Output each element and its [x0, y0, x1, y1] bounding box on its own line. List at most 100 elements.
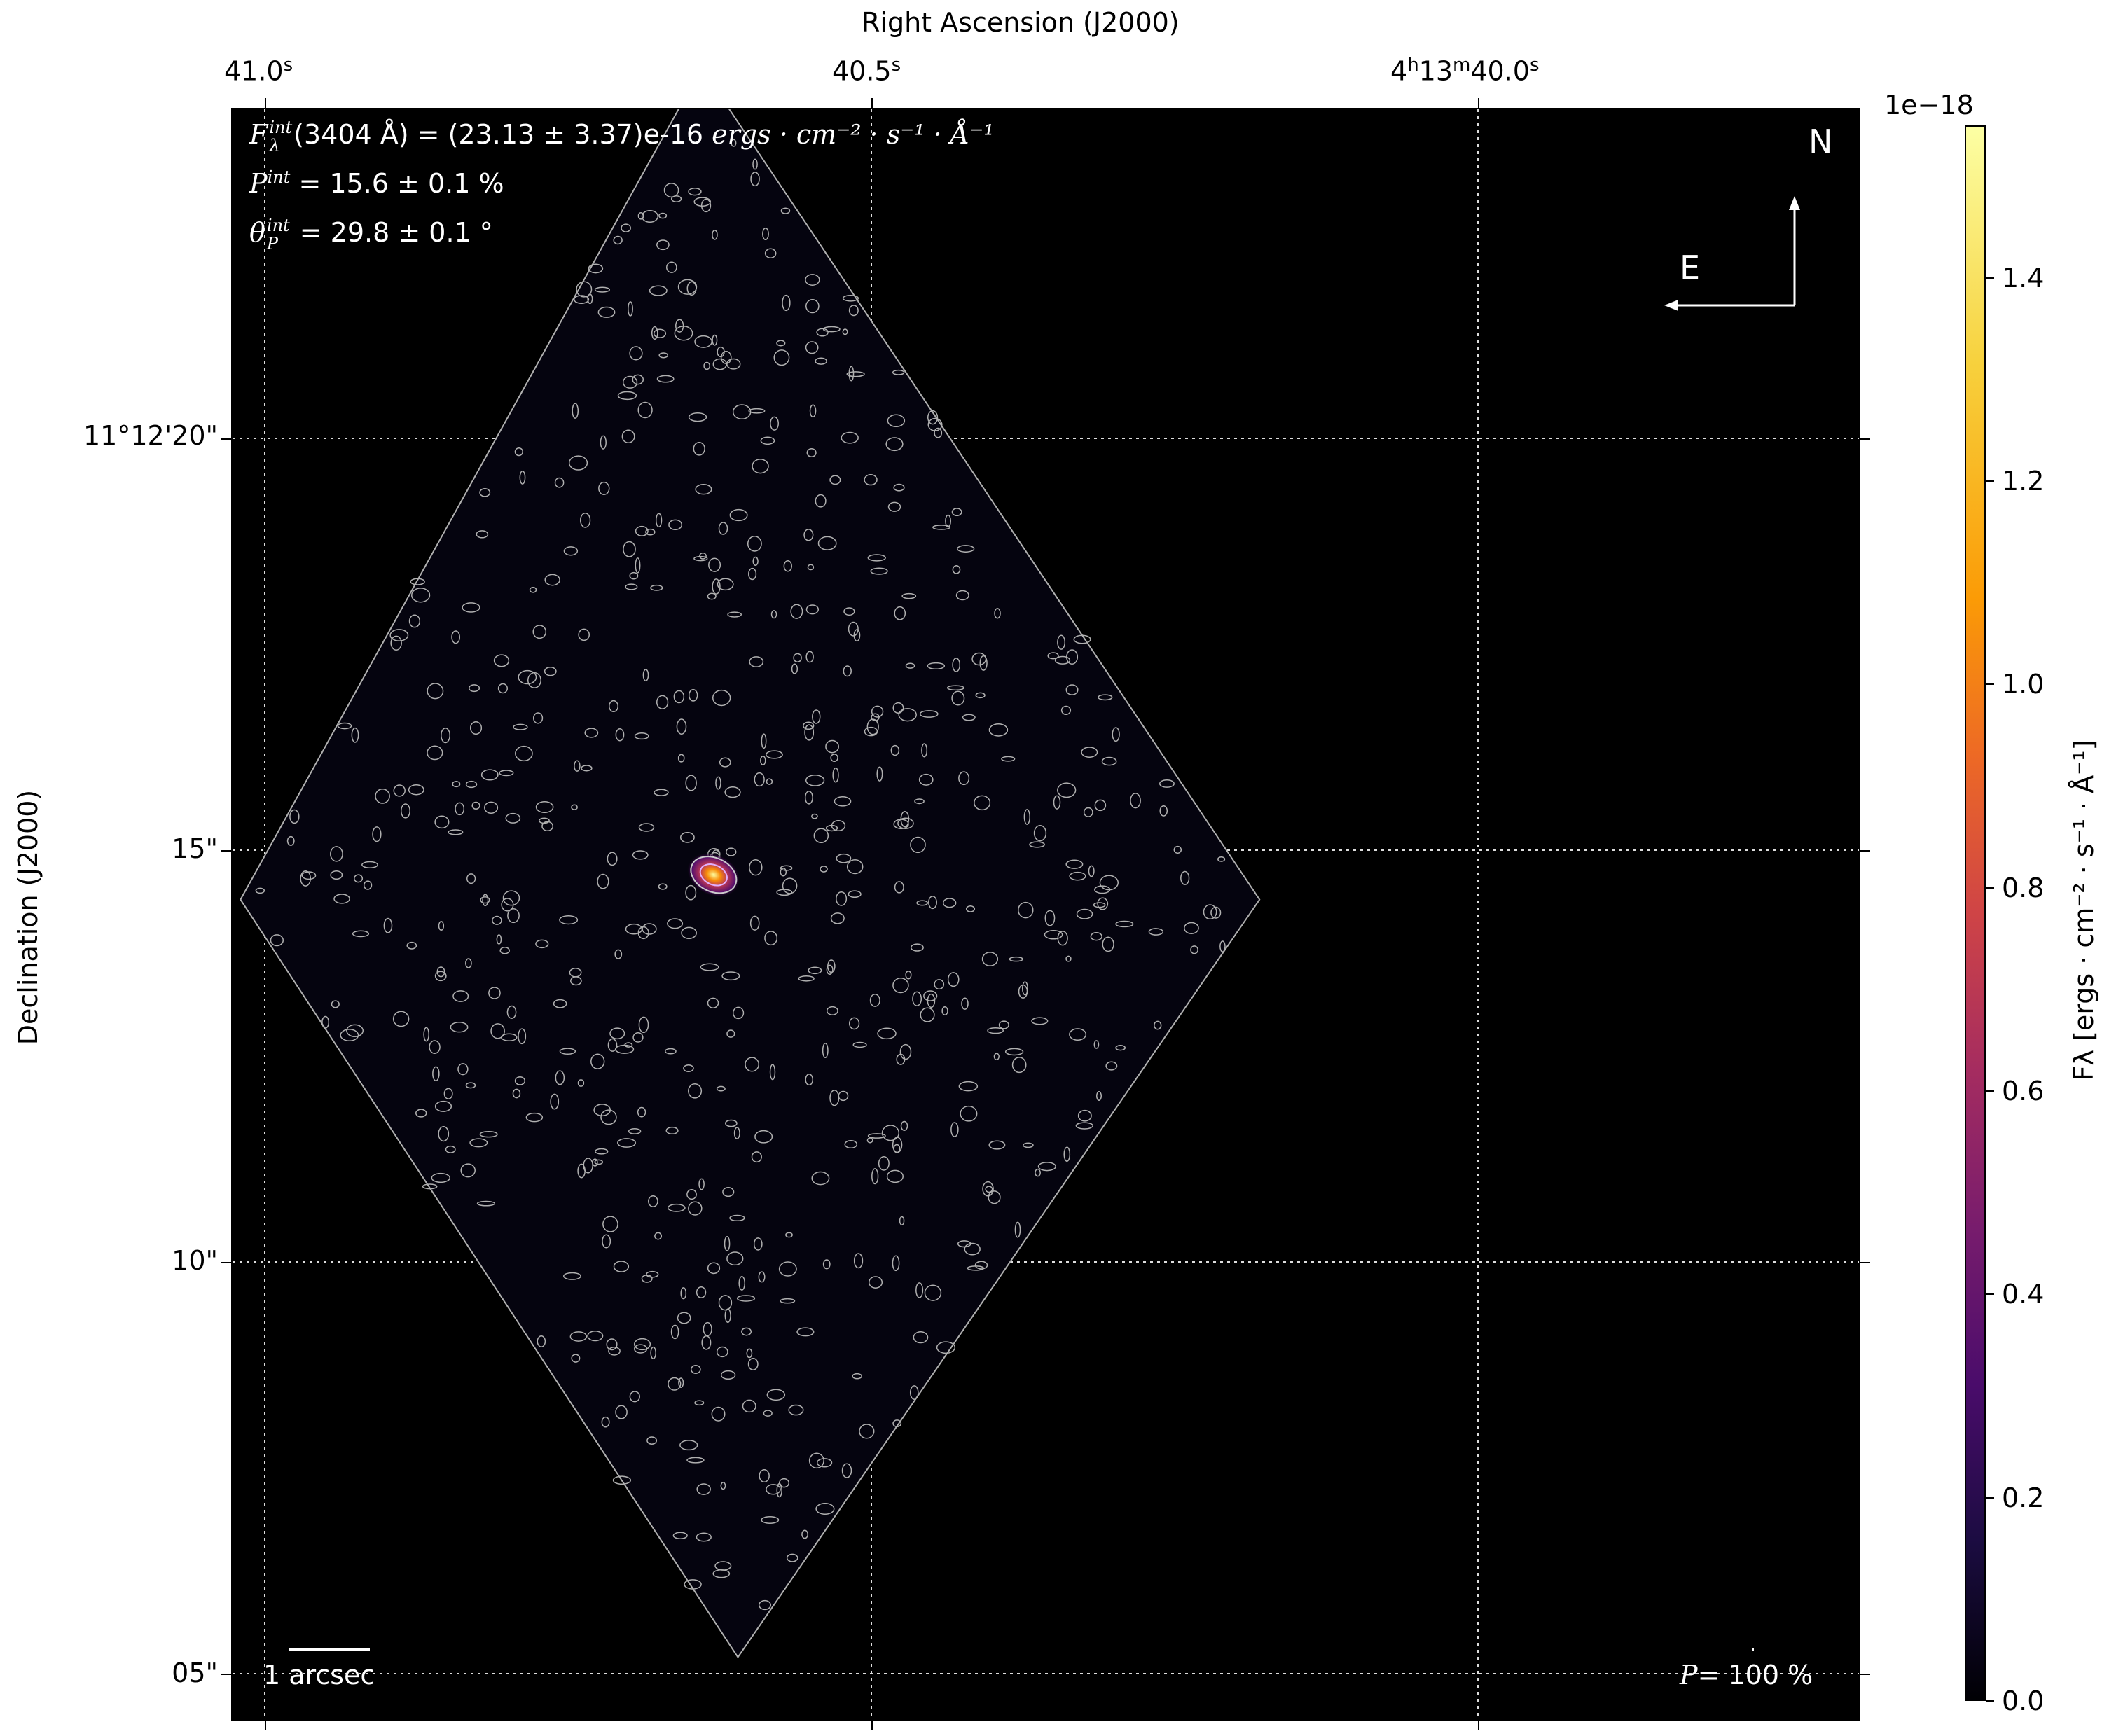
contour-blob: [578, 628, 590, 641]
contour-blob: [587, 1330, 604, 1342]
contour-blob: [448, 829, 464, 835]
contour-blob: [722, 1186, 735, 1197]
contour-blob: [496, 934, 502, 945]
contour-blob: [696, 1483, 711, 1495]
angle-annotation: θ int P = 29.8 ± 0.1 °: [249, 215, 493, 254]
contour-blob: [628, 301, 633, 317]
contour-blob: [738, 1275, 746, 1291]
contour-blob: [958, 1081, 979, 1092]
contour-blob: [1159, 779, 1175, 788]
contour-blob: [957, 545, 975, 553]
contour-blob: [654, 1232, 663, 1240]
contour-blob: [813, 828, 829, 844]
contour-blob: [905, 662, 915, 669]
contour-blob: [974, 795, 991, 811]
contour-blob: [300, 870, 312, 887]
contour-blob: [729, 508, 748, 522]
contour-blob: [732, 404, 752, 420]
contour-blob: [337, 722, 352, 730]
contour-blob: [505, 812, 521, 824]
contour-blob: [621, 429, 635, 444]
contour-blob: [571, 1354, 581, 1363]
contour-blob: [537, 1335, 546, 1347]
x-tick-label: 40.5s: [832, 55, 901, 87]
contour-blob: [476, 530, 489, 539]
contour-blob: [804, 724, 815, 741]
contour-blob: [607, 1038, 618, 1052]
contour-blob: [577, 1079, 585, 1087]
contour-blob: [608, 1346, 621, 1356]
contour-blob: [563, 546, 579, 556]
contour-blob: [600, 1109, 617, 1125]
y-tick-mark: [1860, 1262, 1870, 1263]
contour-blob: [1057, 634, 1066, 650]
contour-blob: [497, 683, 509, 694]
contour-blob: [667, 1203, 686, 1212]
colorbar-tick: [1986, 1497, 1994, 1499]
contour-blob: [363, 880, 373, 890]
contour-blob: [321, 1015, 330, 1029]
contour-blob: [829, 1090, 840, 1106]
contour-blob: [892, 1137, 903, 1153]
contour-blob: [778, 1261, 797, 1277]
contour-blob: [1094, 799, 1107, 812]
contour-blob: [656, 695, 669, 709]
contour-blob: [613, 1261, 630, 1272]
contour-blob: [658, 212, 668, 219]
contour-blob: [994, 608, 1001, 619]
compass-east-label: E: [1680, 249, 1701, 286]
x-tick-mark: [265, 1720, 266, 1730]
contour-blob: [721, 971, 740, 981]
contour-blob: [469, 1138, 488, 1148]
y-tick-label: 10": [172, 1245, 218, 1276]
contour-blob: [488, 987, 501, 999]
contour-blob: [716, 1085, 726, 1092]
y-tick-label: 15": [172, 833, 218, 864]
contour-blob: [544, 574, 560, 586]
contour-blob: [805, 774, 825, 786]
contour-blob: [590, 1053, 605, 1069]
contour-blob: [951, 690, 965, 706]
contour-blob: [751, 1151, 762, 1163]
contour-blob: [406, 941, 417, 950]
contour-blob: [910, 836, 926, 854]
contour-blob: [905, 970, 912, 980]
contour-blob: [635, 557, 641, 574]
contour-blob: [763, 1410, 773, 1417]
contour-blob: [1001, 756, 1016, 762]
contour-blob: [694, 1400, 705, 1406]
contour-blob: [832, 767, 839, 783]
colorbar-tick-label: 1.2: [2002, 466, 2045, 497]
contour-blob: [801, 1529, 808, 1539]
contour-blob: [629, 571, 639, 580]
contour-blob: [1014, 1221, 1021, 1238]
contour-blob: [815, 494, 827, 508]
contour-blob: [677, 1312, 691, 1324]
contour-blob: [894, 881, 904, 894]
contour-blob: [811, 813, 818, 819]
contour-blob: [685, 884, 697, 901]
contour-blob: [594, 286, 610, 293]
contour-blob: [515, 745, 533, 762]
contour-blob: [438, 1125, 450, 1142]
contour-blob: [804, 791, 813, 805]
contour-blob: [766, 1484, 781, 1495]
contour-blob: [462, 602, 480, 613]
contour-blob: [843, 607, 855, 616]
colorbar-multiplier: 1e−18: [1884, 90, 1974, 120]
y-tick-mark: [221, 850, 231, 852]
colorbar-tick: [1986, 683, 1994, 686]
contour-blob: [637, 401, 653, 419]
contour-blob: [988, 1140, 1006, 1150]
contour-blob: [372, 826, 382, 842]
contour-blob: [987, 1027, 1004, 1034]
contour-blob: [1115, 1045, 1126, 1051]
contour-blob: [563, 1272, 581, 1280]
contour-blob: [649, 285, 668, 296]
contour-blob: [805, 299, 820, 314]
contour-blob: [864, 473, 878, 486]
contour-blob: [1102, 936, 1114, 952]
contour-blob: [519, 471, 526, 485]
contour-blob: [927, 662, 946, 670]
